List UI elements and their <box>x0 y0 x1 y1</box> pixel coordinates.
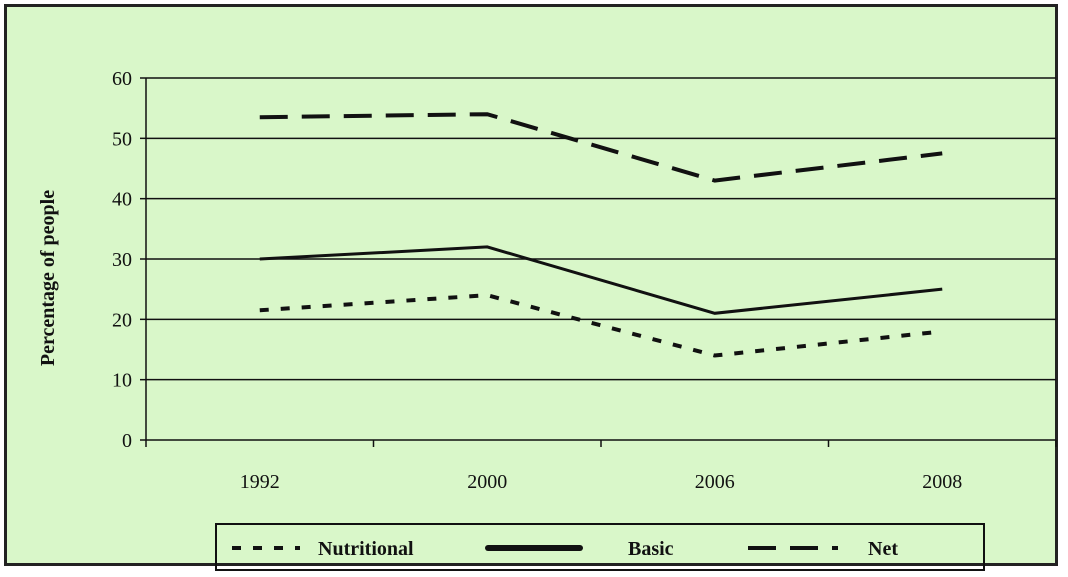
legend-label-net: Net <box>868 538 898 560</box>
series-line-basic <box>259 245 943 315</box>
y-tick-label: 0 <box>122 430 132 452</box>
y-tick-label: 10 <box>112 370 132 392</box>
y-axis-title: Percentage of people <box>37 190 59 366</box>
y-tick-label: 50 <box>112 128 132 150</box>
x-tick-label: 1992 <box>240 471 280 493</box>
series-line-nutritional <box>259 293 943 358</box>
x-tick-label: 2006 <box>695 471 735 493</box>
chart-frame <box>4 4 1058 566</box>
x-tick-label: 2000 <box>467 471 507 493</box>
axis-layer: 0 10 20 30 40 50 60 1992 2000 2006 2008 <box>112 68 1057 493</box>
y-tick-label: 20 <box>112 309 132 331</box>
legend: Nutritional Basic Net <box>215 523 985 571</box>
legend-label-basic: Basic <box>628 538 674 560</box>
y-tick-label: 30 <box>112 249 132 271</box>
x-tick-label: 2008 <box>922 471 962 493</box>
legend-box <box>215 523 985 571</box>
legend-label-nutritional: Nutritional <box>318 538 414 560</box>
series-line-net <box>259 112 943 183</box>
y-tick-label: 60 <box>112 68 132 90</box>
series-layer <box>259 112 943 358</box>
y-tick-label: 40 <box>112 189 132 211</box>
grid-layer <box>146 77 1056 381</box>
